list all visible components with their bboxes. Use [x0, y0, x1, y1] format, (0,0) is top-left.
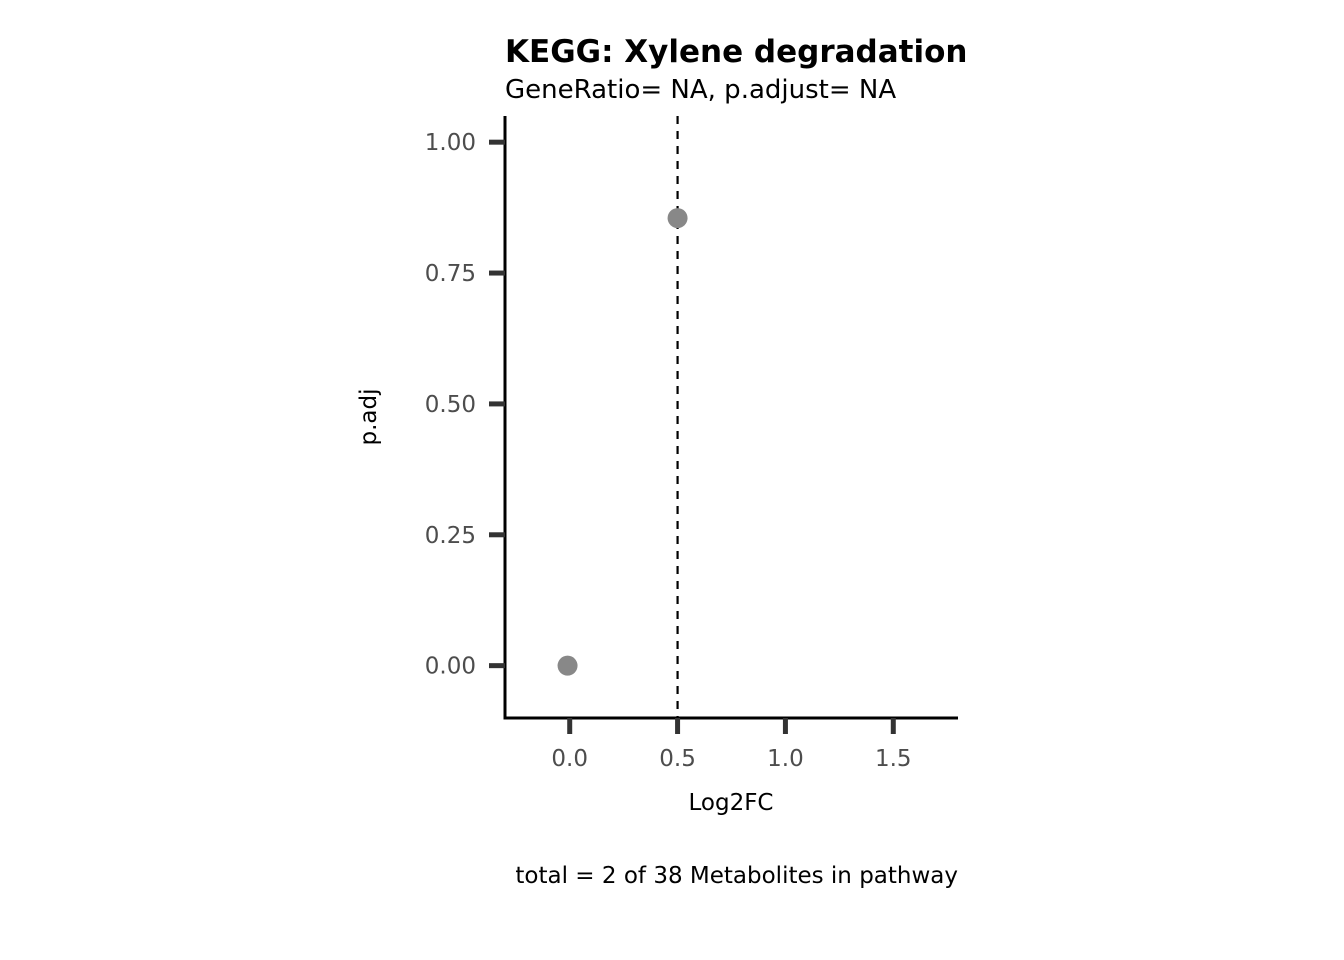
y-tick-label-1: 0.00: [425, 654, 476, 680]
y-tick-label-5: 1.00: [425, 130, 476, 156]
data-point-2: [557, 655, 578, 676]
y-axis-title: p.adj: [356, 389, 382, 446]
axes-layer: [503, 116, 958, 720]
x-axis-title: Log2FC: [688, 790, 773, 816]
x-tick-label-3: 1.0: [767, 746, 804, 772]
y-tick-label-2: 0.25: [425, 523, 476, 549]
chart-title: KEGG: Xylene degradation: [505, 34, 967, 70]
y-ticks-layer: 0.00 0.25 0.50 0.75 1.00: [425, 130, 505, 680]
x-tick-label-4: 1.5: [875, 746, 912, 772]
data-point-1: [667, 208, 688, 229]
x-tick-label-1: 0.0: [551, 746, 588, 772]
y-tick-label-4: 0.75: [425, 261, 476, 287]
chart-subtitle: GeneRatio= NA, p.adjust= NA: [505, 75, 896, 105]
x-ticks-layer: 0.0 0.5 1.0 1.5: [551, 718, 912, 772]
x-tick-label-2: 0.5: [659, 746, 696, 772]
chart-caption: total = 2 of 38 Metabolites in pathway: [515, 863, 958, 889]
data-points-layer: [557, 208, 688, 676]
y-tick-label-3: 0.50: [425, 392, 476, 418]
